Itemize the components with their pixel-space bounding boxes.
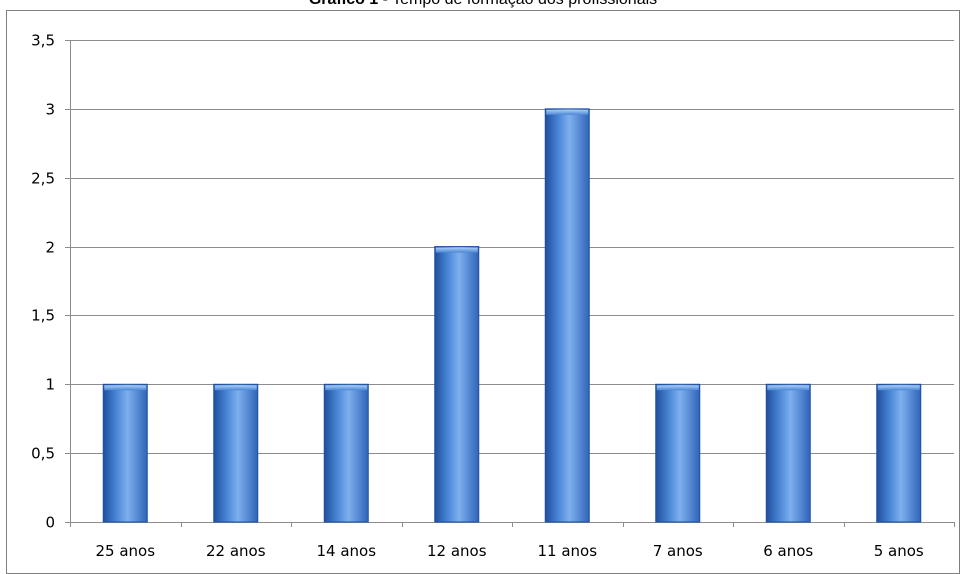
chart-title: Gráfico 1 - Tempo de formação dos profis…	[0, 0, 966, 9]
bar	[323, 383, 369, 523]
x-tick-label: 14 anos	[316, 542, 376, 560]
chart-title-bold: Gráfico 1	[309, 0, 378, 8]
chart-title-text: - Tempo de formação dos profissionais	[378, 0, 658, 8]
bar	[765, 383, 811, 523]
bar-highlight	[104, 385, 147, 391]
bars	[102, 108, 922, 523]
y-tick-label: 0,5	[31, 445, 55, 463]
bar	[213, 383, 259, 523]
bar-12-anos	[434, 246, 480, 523]
bar	[544, 108, 590, 523]
x-tick-label: 6 anos	[763, 542, 813, 560]
x-tick-label: 25 anos	[95, 542, 155, 560]
y-tick-label: 1,5	[31, 307, 55, 325]
bar-highlight	[877, 385, 920, 391]
bar-11-anos	[544, 108, 590, 523]
axes	[65, 40, 955, 527]
y-tick-label: 0	[45, 514, 55, 532]
y-tick-label: 2	[45, 239, 55, 257]
y-tick-label: 3	[45, 101, 55, 119]
x-tick-labels: 25 anos 22 anos 14 anos 12 anos 11 anos 7 ano…	[95, 542, 923, 560]
bar	[102, 383, 148, 523]
x-tick-label: 12 anos	[427, 542, 487, 560]
y-tick-label: 3,5	[31, 32, 55, 50]
bar-highlight	[214, 385, 257, 391]
bar-5-anos	[876, 383, 922, 523]
y-tick-labels: 0 0,5 1 1,5 2 2,5 3 3,5	[31, 32, 55, 532]
bar-14-anos	[323, 383, 369, 523]
bar-highlight	[546, 109, 589, 115]
bar-highlight	[656, 385, 699, 391]
bar-highlight	[325, 385, 368, 391]
bar	[434, 246, 480, 523]
bar	[876, 383, 922, 523]
x-tick-label: 5 anos	[874, 542, 924, 560]
y-tick-label: 2,5	[31, 170, 55, 188]
x-tick-label: 22 anos	[206, 542, 266, 560]
bar-25-anos	[102, 383, 148, 523]
bar-highlight	[767, 385, 810, 391]
bar	[655, 383, 701, 523]
bar-22-anos	[213, 383, 259, 523]
bar-highlight	[435, 247, 478, 253]
gridlines	[70, 40, 954, 523]
x-tick-label: 7 anos	[653, 542, 703, 560]
chart-border	[6, 10, 960, 574]
bar-6-anos	[765, 383, 811, 523]
bar-7-anos	[655, 383, 701, 523]
x-tick-label: 11 anos	[537, 542, 597, 560]
y-tick-label: 1	[45, 376, 55, 394]
